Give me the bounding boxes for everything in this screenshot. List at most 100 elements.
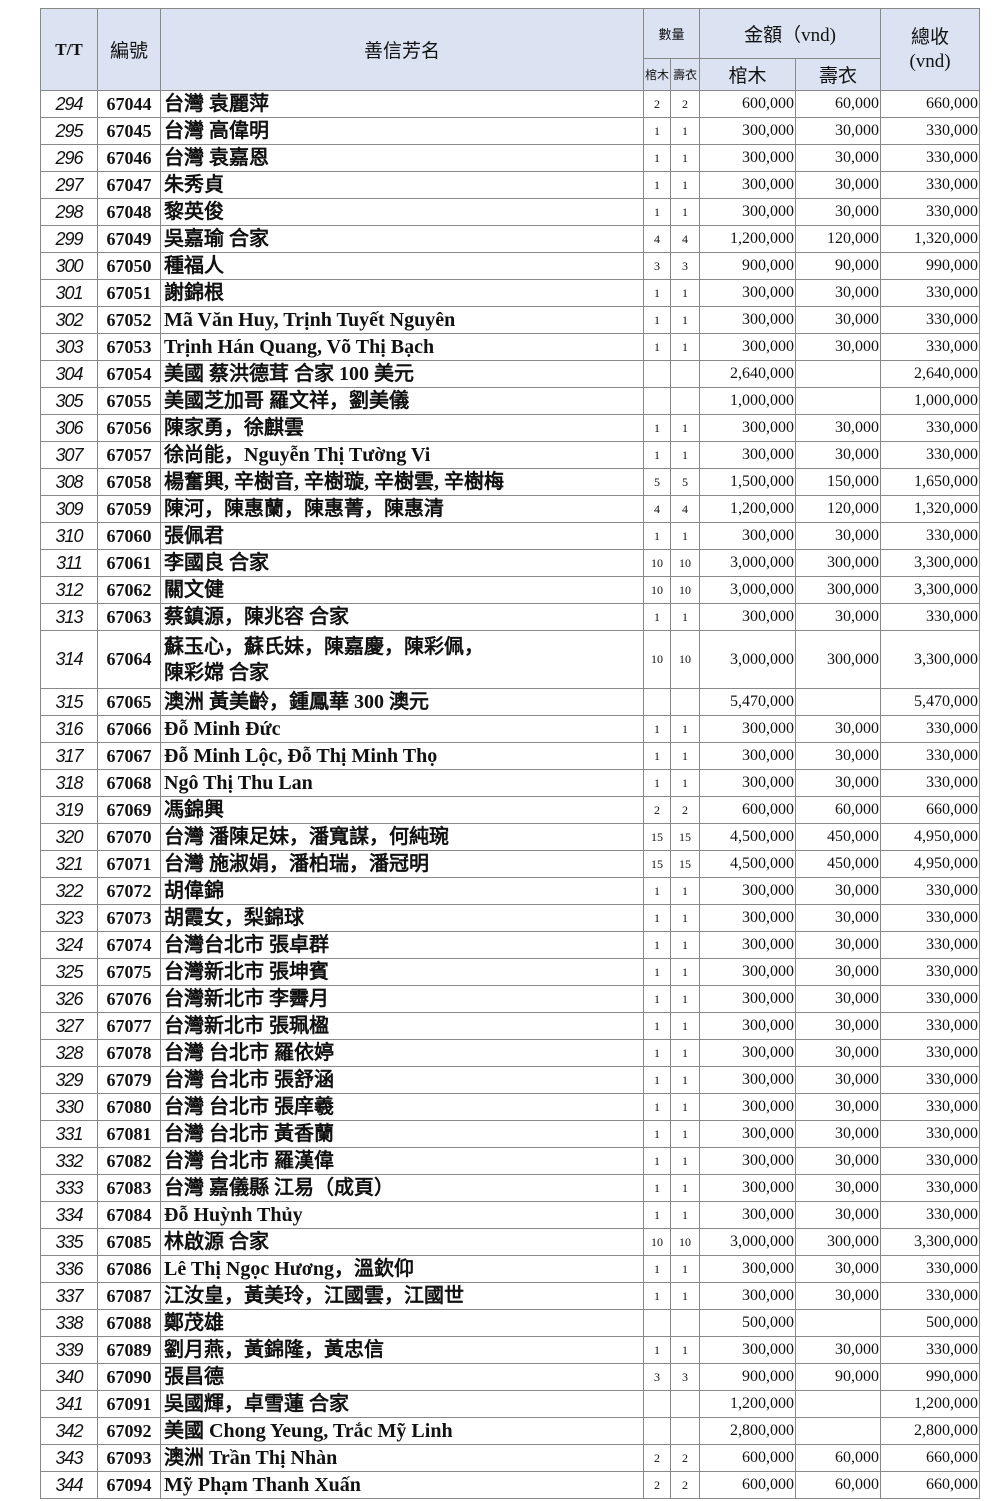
- qty-shroud: 1: [669, 931, 701, 959]
- row-number: 318: [40, 769, 98, 797]
- row-number: 302: [40, 306, 98, 334]
- qty-coffin: 5: [643, 468, 671, 496]
- qty-shroud: 2: [669, 1471, 701, 1499]
- donor-name: 鄭茂雄: [160, 1309, 644, 1337]
- qty-coffin: 2: [643, 1471, 671, 1499]
- total-amount: 330,000: [880, 603, 981, 631]
- total-amount: 330,000: [880, 144, 981, 172]
- table-row: 313 67063 蔡鎮源，陳兆容 合家 1 1 300,000 30,000 330,000: [40, 603, 981, 631]
- qty-shroud: 1: [669, 1201, 701, 1229]
- row-number: 341: [40, 1390, 98, 1418]
- donor-name: 朱秀貞: [160, 171, 644, 199]
- donor-code: 67073: [97, 904, 161, 932]
- donor-code: 67049: [97, 225, 161, 253]
- total-amount: 990,000: [880, 1363, 981, 1391]
- total-amount: 1,320,000: [880, 495, 981, 523]
- table-row: 307 67057 徐尚能，Nguyễn Thị Tường Vi 1 1 300,000…: [40, 441, 981, 469]
- amount-shroud: 30,000: [795, 1282, 882, 1310]
- amount-coffin: 300,000: [699, 117, 797, 145]
- qty-coffin: 10: [643, 576, 671, 604]
- donor-name: 胡霞女，梨錦球: [160, 904, 644, 932]
- donor-code: 67062: [97, 576, 161, 604]
- row-number: 343: [40, 1444, 98, 1472]
- amount-shroud: [795, 688, 882, 716]
- donor-name: Đỗ Huỳnh Thủy: [160, 1201, 644, 1229]
- donor-code: 67052: [97, 306, 161, 334]
- donor-name: 台灣 施淑娟，潘柏瑞，潘冠明: [160, 850, 644, 878]
- donor-code: 67077: [97, 1012, 161, 1040]
- header-name: 善信芳名: [160, 8, 644, 91]
- amount-coffin: 600,000: [699, 796, 797, 824]
- qty-shroud: 1: [669, 144, 701, 172]
- donor-name: 吳國輝，卓雪蓮 合家: [160, 1390, 644, 1418]
- qty-coffin: [643, 1417, 671, 1445]
- total-amount: 4,950,000: [880, 823, 981, 851]
- donor-name: 台灣 高偉明: [160, 117, 644, 145]
- total-amount: 330,000: [880, 333, 981, 361]
- qty-shroud: 1: [669, 1039, 701, 1067]
- table-row: 305 67055 美國芝加哥 羅文祥，劉美儀 1,000,000 1,000,000: [40, 387, 981, 415]
- table-row: 309 67059 陳河，陳惠蘭，陳惠菁，陳惠清 4 4 1,200,000 120,000…: [40, 495, 981, 523]
- amount-shroud: 30,000: [795, 1201, 882, 1229]
- qty-coffin: [643, 360, 671, 388]
- amount-coffin: 300,000: [699, 306, 797, 334]
- table-row: 329 67079 台灣 台北市 張舒涵 1 1 300,000 30,000 330,000: [40, 1066, 981, 1094]
- amount-coffin: 300,000: [699, 414, 797, 442]
- row-number: 308: [40, 468, 98, 496]
- row-number: 320: [40, 823, 98, 851]
- amount-shroud: 30,000: [795, 931, 882, 959]
- donor-name: Ngô Thị Thu Lan: [160, 769, 644, 797]
- amount-coffin: 300,000: [699, 1066, 797, 1094]
- table-row: 320 67070 台灣 潘陳足妹，潘寬謀，何純琬 15 15 4,500,000 450,…: [40, 823, 981, 851]
- table-row: 325 67075 台灣新北市 張坤賓 1 1 300,000 30,000 330,000: [40, 958, 981, 986]
- donor-code: 67094: [97, 1471, 161, 1499]
- donor-name: 楊奮興, 辛樹音, 辛樹璇, 辛樹雲, 辛樹梅: [160, 468, 644, 496]
- qty-shroud: 10: [669, 630, 701, 689]
- total-amount: 660,000: [880, 90, 981, 118]
- table-row: 327 67077 台灣新北市 張珮楹 1 1 300,000 30,000 330,000: [40, 1012, 981, 1040]
- amount-coffin: 300,000: [699, 742, 797, 770]
- qty-coffin: 4: [643, 495, 671, 523]
- amount-shroud: 30,000: [795, 904, 882, 932]
- donor-code: 67069: [97, 796, 161, 824]
- row-number: 297: [40, 171, 98, 199]
- total-amount: 1,200,000: [880, 1390, 981, 1418]
- table-row: 295 67045 台灣 高偉明 1 1 300,000 30,000 330,000: [40, 117, 981, 145]
- donor-name: Đỗ Minh Lộc, Đỗ Thị Minh Thọ: [160, 742, 644, 770]
- amount-shroud: 30,000: [795, 279, 882, 307]
- row-number: 335: [40, 1228, 98, 1256]
- row-number: 333: [40, 1174, 98, 1202]
- row-number: 307: [40, 441, 98, 469]
- donor-code: 67093: [97, 1444, 161, 1472]
- amount-coffin: 600,000: [699, 1444, 797, 1472]
- qty-coffin: 1: [643, 958, 671, 986]
- donor-name: 李國良 合家: [160, 549, 644, 577]
- header-qty-coffin: 棺木: [643, 58, 671, 91]
- qty-coffin: 1: [643, 1039, 671, 1067]
- donor-code: 67074: [97, 931, 161, 959]
- donor-name: 台灣新北市 張珮楹: [160, 1012, 644, 1040]
- amount-coffin: 1,200,000: [699, 495, 797, 523]
- qty-shroud: [669, 387, 701, 415]
- donor-name: 蘇玉心，蘇氏妹，陳嘉慶，陳彩佩， 陳彩嫦 合家: [160, 630, 644, 689]
- row-number: 342: [40, 1417, 98, 1445]
- table-row: 312 67062 關文健 10 10 3,000,000 300,000 3,300,000: [40, 576, 981, 604]
- donor-code: 67076: [97, 985, 161, 1013]
- qty-shroud: 2: [669, 1444, 701, 1472]
- donor-code: 67050: [97, 252, 161, 280]
- row-number: 332: [40, 1147, 98, 1175]
- qty-shroud: 4: [669, 495, 701, 523]
- row-number: 294: [40, 90, 98, 118]
- amount-shroud: 30,000: [795, 144, 882, 172]
- table-row: 333 67083 台灣 嘉儀縣 江易（成頁） 1 1 300,000 30,000 330,…: [40, 1174, 981, 1202]
- qty-shroud: 2: [669, 796, 701, 824]
- amount-shroud: 30,000: [795, 522, 882, 550]
- qty-shroud: 1: [669, 1012, 701, 1040]
- total-amount: 330,000: [880, 1147, 981, 1175]
- table-row: 319 67069 馮錦興 2 2 600,000 60,000 660,000: [40, 796, 981, 824]
- donor-code: 67044: [97, 90, 161, 118]
- donor-code: 67087: [97, 1282, 161, 1310]
- amount-coffin: 300,000: [699, 904, 797, 932]
- amount-coffin: 3,000,000: [699, 1228, 797, 1256]
- qty-coffin: 1: [643, 877, 671, 905]
